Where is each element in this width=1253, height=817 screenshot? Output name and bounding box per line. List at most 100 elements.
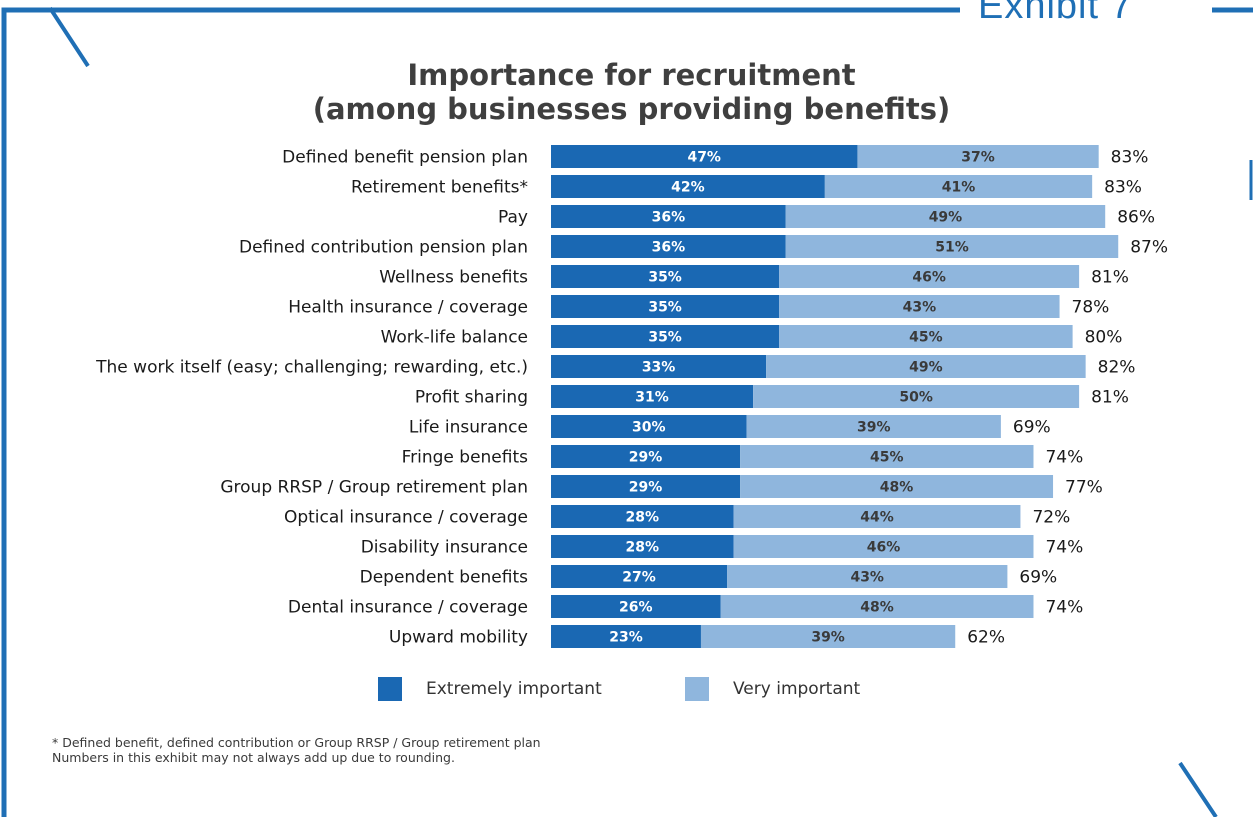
bar-very-important bbox=[733, 535, 1034, 558]
data-label-extremely-important: 42% bbox=[671, 180, 705, 196]
category-label: Pay bbox=[498, 208, 528, 228]
data-label-extremely-important: 33% bbox=[642, 360, 676, 376]
category-label: Optical insurance / coverage bbox=[284, 508, 528, 528]
data-label-extremely-important: 28% bbox=[626, 540, 660, 556]
data-label-very-important: 46% bbox=[912, 270, 946, 286]
category-label: Work-life balance bbox=[381, 328, 528, 348]
data-label-total: 77% bbox=[1065, 478, 1103, 498]
data-label-very-important: 43% bbox=[850, 570, 884, 586]
bar-very-important bbox=[779, 325, 1073, 348]
bar-extremely-important bbox=[551, 445, 741, 468]
data-label-total: 72% bbox=[1032, 508, 1070, 528]
data-label-extremely-important: 29% bbox=[629, 450, 663, 466]
data-label-very-important: 50% bbox=[899, 390, 933, 406]
data-label-total: 82% bbox=[1098, 358, 1136, 378]
legend-swatch-very-important bbox=[685, 677, 709, 701]
bar-very-important bbox=[857, 145, 1099, 168]
data-label-extremely-important: 35% bbox=[648, 300, 682, 316]
frame-top-left-line bbox=[1, 7, 960, 817]
data-label-extremely-important: 27% bbox=[622, 570, 656, 586]
bar-extremely-important bbox=[551, 265, 780, 288]
bar-very-important bbox=[779, 295, 1060, 318]
bar-extremely-important bbox=[551, 325, 780, 348]
legend-swatch-extremely-important bbox=[378, 677, 402, 701]
bar-extremely-important bbox=[551, 355, 767, 378]
data-label-extremely-important: 35% bbox=[648, 330, 682, 346]
data-label-extremely-important: 28% bbox=[626, 510, 660, 526]
category-label: Group RRSP / Group retirement plan bbox=[220, 478, 528, 498]
bar-very-important bbox=[727, 565, 1008, 588]
data-label-extremely-important: 31% bbox=[635, 390, 669, 406]
bar-extremely-important bbox=[551, 475, 741, 498]
data-label-total: 87% bbox=[1130, 238, 1168, 258]
bar-extremely-important bbox=[551, 625, 701, 648]
bar-very-important bbox=[720, 595, 1034, 618]
category-label: Life insurance bbox=[409, 418, 528, 438]
bar-very-important bbox=[753, 385, 1080, 408]
bar-very-important bbox=[740, 475, 1054, 498]
data-label-very-important: 48% bbox=[880, 480, 914, 496]
bar-extremely-important bbox=[551, 295, 780, 318]
data-label-total: 81% bbox=[1091, 388, 1129, 408]
data-label-very-important: 45% bbox=[909, 330, 943, 346]
legend-label-extremely-important: Extremely important bbox=[426, 679, 602, 699]
data-label-very-important: 51% bbox=[935, 240, 969, 256]
data-label-total: 80% bbox=[1085, 328, 1123, 348]
data-label-very-important: 49% bbox=[909, 360, 943, 376]
data-label-extremely-important: 30% bbox=[632, 420, 666, 436]
data-label-very-important: 39% bbox=[811, 630, 845, 646]
data-label-very-important: 49% bbox=[929, 210, 963, 226]
bar-very-important bbox=[740, 445, 1034, 468]
footnotes: * Defined benefit, defined contribution … bbox=[52, 735, 541, 765]
category-label: Wellness benefits bbox=[379, 268, 528, 288]
bar-very-important bbox=[700, 625, 956, 648]
bar-extremely-important bbox=[551, 385, 754, 408]
category-label: Dependent benefits bbox=[360, 568, 529, 588]
category-label: The work itself (easy; challenging; rewa… bbox=[95, 358, 528, 378]
bar-extremely-important bbox=[551, 535, 734, 558]
bar-very-important bbox=[779, 265, 1080, 288]
bar-very-important bbox=[785, 235, 1119, 258]
bar-extremely-important bbox=[551, 175, 825, 198]
legend-item-very-important: Very important bbox=[685, 677, 860, 701]
bar-very-important bbox=[766, 355, 1086, 378]
category-label: Defined benefit pension plan bbox=[282, 148, 528, 168]
bar-extremely-important bbox=[551, 145, 858, 168]
category-label: Health insurance / coverage bbox=[288, 298, 528, 318]
data-label-extremely-important: 35% bbox=[648, 270, 682, 286]
footnote-rounding: Numbers in this exhibit may not always a… bbox=[52, 750, 455, 765]
data-label-total: 83% bbox=[1111, 148, 1149, 168]
data-label-total: 78% bbox=[1072, 298, 1110, 318]
data-label-extremely-important: 47% bbox=[687, 150, 721, 166]
frame-bottom-right-slash bbox=[1178, 761, 1218, 817]
category-label: Profit sharing bbox=[415, 388, 528, 408]
chart-title-line-2: (among businesses providing benefits) bbox=[312, 92, 951, 126]
bar-very-important bbox=[824, 175, 1093, 198]
category-label: Dental insurance / coverage bbox=[288, 598, 528, 618]
data-label-total: 81% bbox=[1091, 268, 1129, 288]
category-label: Retirement benefits* bbox=[351, 178, 528, 198]
frame-top-left-slash bbox=[48, 6, 90, 68]
data-label-total: 74% bbox=[1045, 538, 1083, 558]
data-label-very-important: 45% bbox=[870, 450, 904, 466]
data-label-very-important: 44% bbox=[860, 510, 894, 526]
chart-title: Importance for recruitment (among busine… bbox=[0, 58, 1253, 126]
data-label-extremely-important: 29% bbox=[629, 480, 663, 496]
data-label-extremely-important: 26% bbox=[619, 600, 653, 616]
bar-extremely-important bbox=[551, 565, 728, 588]
bar-extremely-important bbox=[551, 595, 721, 618]
data-label-total: 83% bbox=[1104, 178, 1142, 198]
bar-very-important bbox=[746, 415, 1001, 438]
data-label-total: 62% bbox=[967, 628, 1005, 648]
category-label: Upward mobility bbox=[389, 628, 528, 648]
bar-extremely-important bbox=[551, 235, 786, 258]
data-label-very-important: 37% bbox=[961, 150, 995, 166]
chart-title-line-1: Importance for recruitment bbox=[407, 58, 856, 92]
bar-extremely-important bbox=[551, 415, 747, 438]
legend-label-very-important: Very important bbox=[733, 679, 861, 699]
data-label-total: 69% bbox=[1013, 418, 1051, 438]
data-label-total: 74% bbox=[1045, 598, 1083, 618]
data-label-total: 86% bbox=[1117, 208, 1155, 228]
